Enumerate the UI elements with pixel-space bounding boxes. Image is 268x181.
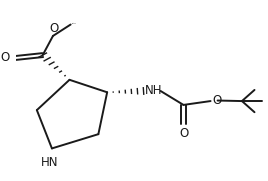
Text: O: O (0, 51, 10, 64)
Text: O: O (179, 127, 189, 140)
Text: HN: HN (41, 156, 58, 169)
Text: O: O (50, 22, 59, 35)
Text: O: O (212, 94, 221, 107)
Text: NH: NH (145, 84, 162, 97)
Text: methyl: methyl (72, 23, 77, 24)
